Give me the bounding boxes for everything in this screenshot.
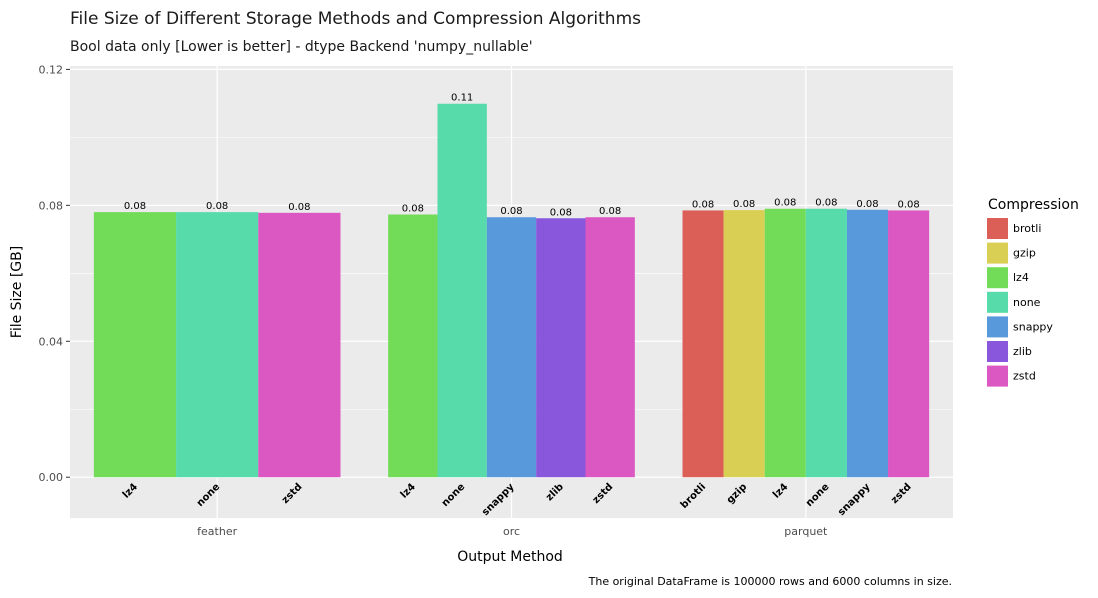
value-label: 0.08 bbox=[897, 199, 919, 210]
y-axis-ticks: 0.00 0.04 0.08 0.12 bbox=[39, 63, 70, 484]
legend-label-gzip: gzip bbox=[1013, 247, 1036, 260]
x-axis-title: Output Method bbox=[457, 549, 563, 565]
value-label: 0.08 bbox=[206, 201, 228, 212]
bar-feather-zstd bbox=[258, 212, 341, 478]
chart-caption: The original DataFrame is 100000 rows an… bbox=[588, 575, 952, 588]
bar-orc-snappy bbox=[486, 217, 537, 478]
value-label: 0.08 bbox=[856, 199, 878, 210]
legend-items: brotli gzip lz4 none snappy zlib zstd bbox=[987, 218, 1053, 387]
legend-swatch-snappy bbox=[987, 316, 1008, 338]
legend-swatch-zstd bbox=[987, 365, 1008, 387]
legend-swatch-brotli bbox=[987, 218, 1008, 239]
value-label: 0.08 bbox=[692, 199, 714, 210]
value-label: 0.08 bbox=[550, 207, 572, 218]
legend-swatch-lz4 bbox=[987, 267, 1008, 289]
value-label: 0.08 bbox=[733, 199, 755, 210]
legend-label-brotli: brotli bbox=[1013, 222, 1041, 235]
value-label: 0.08 bbox=[288, 202, 310, 213]
group-label-parquet: parquet bbox=[784, 525, 828, 538]
y-tick-label: 0.12 bbox=[39, 63, 64, 76]
value-label: 0.08 bbox=[599, 206, 621, 217]
value-label: 0.11 bbox=[451, 93, 473, 104]
bar-parquet-none bbox=[805, 208, 847, 478]
y-tick-label: 0.04 bbox=[39, 335, 64, 348]
bar-feather-lz4 bbox=[93, 212, 177, 478]
bar-parquet-brotli bbox=[682, 210, 724, 478]
bar-orc-zlib bbox=[536, 218, 586, 478]
bar-orc-zstd bbox=[585, 217, 635, 478]
legend-label-lz4: lz4 bbox=[1013, 271, 1029, 284]
bar-parquet-gzip bbox=[723, 210, 765, 478]
bar-parquet-zstd bbox=[888, 210, 930, 478]
value-label: 0.08 bbox=[815, 198, 837, 209]
bar-parquet-lz4 bbox=[764, 208, 806, 478]
y-tick-label: 0.08 bbox=[39, 199, 64, 212]
y-tick-label: 0.00 bbox=[39, 471, 64, 484]
bar-feather-none bbox=[176, 212, 259, 478]
value-label: 0.08 bbox=[774, 198, 796, 209]
legend-label-none: none bbox=[1013, 296, 1041, 309]
legend-label-zlib: zlib bbox=[1013, 345, 1032, 358]
bars bbox=[93, 103, 930, 478]
chart-subtitle: Bool data only [Lower is better] - dtype… bbox=[70, 39, 533, 55]
value-label: 0.08 bbox=[500, 206, 522, 217]
value-label: 0.08 bbox=[402, 204, 424, 215]
legend-title: Compression bbox=[988, 197, 1079, 213]
x-axis-labels: feather orc parquet bbox=[197, 525, 828, 538]
y-axis-title: File Size [GB] bbox=[9, 246, 25, 338]
legend-swatch-gzip bbox=[987, 242, 1008, 264]
bar-parquet-snappy bbox=[846, 209, 889, 478]
legend-swatch-zlib bbox=[987, 341, 1008, 362]
group-label-orc: orc bbox=[503, 525, 520, 538]
value-label: 0.08 bbox=[124, 201, 146, 212]
legend-label-zstd: zstd bbox=[1013, 370, 1036, 383]
bar-orc-lz4 bbox=[388, 214, 438, 478]
legend-swatch-none bbox=[987, 291, 1008, 313]
legend-label-snappy: snappy bbox=[1013, 320, 1053, 333]
bar-orc-none bbox=[437, 103, 487, 478]
group-label-feather: feather bbox=[197, 525, 237, 538]
chart-title: File Size of Different Storage Methods a… bbox=[70, 9, 641, 29]
legend: Compression brotli gzip lz4 none snappy zlib z… bbox=[987, 197, 1079, 387]
